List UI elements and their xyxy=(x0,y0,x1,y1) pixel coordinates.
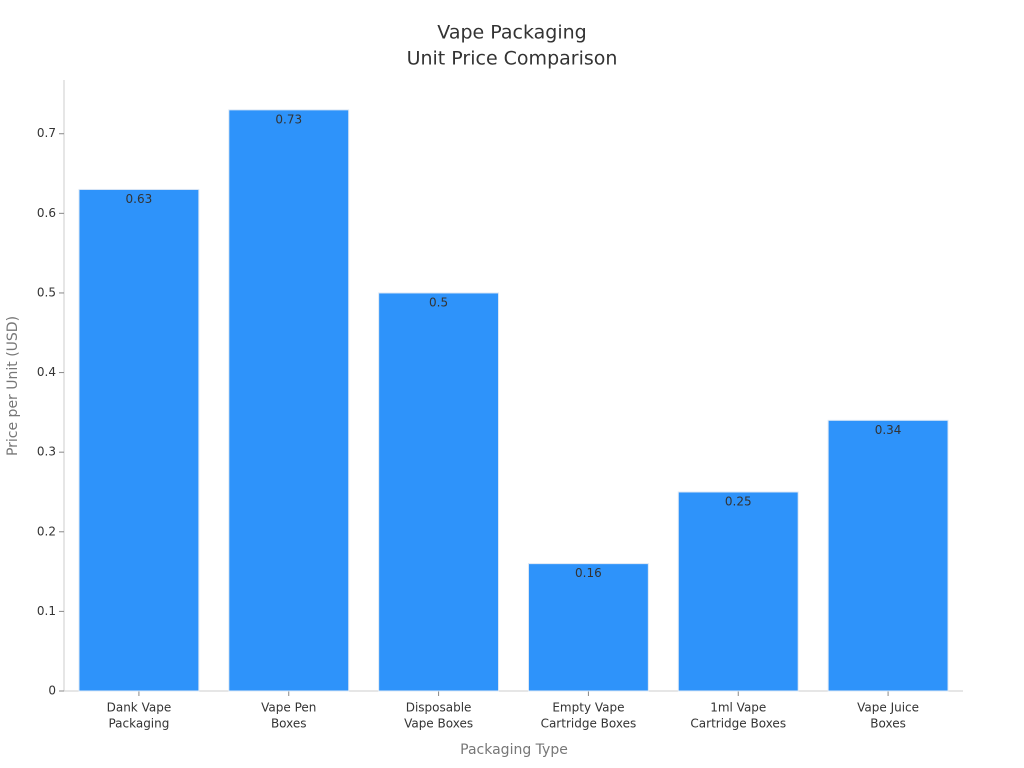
bar xyxy=(78,188,200,692)
chart-title: Unit Price Comparison xyxy=(407,48,618,70)
y-tick-label: 0.4 xyxy=(37,365,56,379)
bar xyxy=(677,491,799,692)
chart-title: Vape Packaging xyxy=(437,22,586,44)
value-label: 0.63 xyxy=(126,192,153,206)
y-tick-label: 0.2 xyxy=(37,524,56,538)
x-tick-label: Dank Vape xyxy=(107,701,172,715)
x-tick-label: Boxes xyxy=(271,717,307,731)
y-axis-label: Price per Unit (USD) xyxy=(5,316,21,456)
x-tick-label: Vape Pen xyxy=(261,701,316,715)
y-tick-label: 0.5 xyxy=(37,285,56,299)
value-label: 0.5 xyxy=(429,295,448,309)
value-label: 0.34 xyxy=(875,423,902,437)
y-tick-label: 0.7 xyxy=(37,126,56,140)
bar xyxy=(827,419,949,692)
x-tick-label: 1ml Vape xyxy=(710,701,766,715)
bar xyxy=(527,563,649,692)
x-axis-label: Packaging Type xyxy=(460,742,568,758)
value-label: 0.73 xyxy=(275,112,302,126)
x-tick-label: Disposable xyxy=(406,701,472,715)
x-tick-label: Boxes xyxy=(870,717,906,731)
y-tick-label: 0.1 xyxy=(37,604,56,618)
x-tick-label: Cartridge Boxes xyxy=(690,717,786,731)
bar xyxy=(228,109,350,692)
x-tick-label: Empty Vape xyxy=(552,701,624,715)
x-tick-label: Packaging xyxy=(108,717,169,731)
y-tick-label: 0.6 xyxy=(37,206,56,220)
x-tick-label: Vape Juice xyxy=(857,701,919,715)
value-label: 0.25 xyxy=(725,494,752,508)
y-tick-label: 0 xyxy=(48,684,56,698)
bar xyxy=(378,292,500,692)
x-tick-label: Vape Boxes xyxy=(404,717,473,731)
x-tick-label: Cartridge Boxes xyxy=(541,717,637,731)
value-label: 0.16 xyxy=(575,566,602,580)
y-tick-label: 0.3 xyxy=(37,445,56,459)
